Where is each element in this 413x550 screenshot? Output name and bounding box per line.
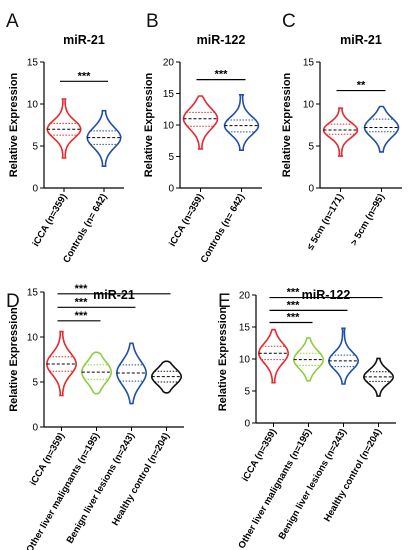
violin-2: [327, 327, 360, 385]
y-axis-label: Relative Expression: [8, 307, 20, 412]
chart-title: miR-21: [93, 288, 135, 302]
significance-label: ***: [75, 283, 89, 295]
y-tick-label: 15: [27, 288, 39, 299]
violin-1: [81, 351, 112, 395]
x-category-label: Controls (n= 642): [61, 192, 109, 265]
violin-0: [45, 330, 78, 397]
y-tick-label: 5: [32, 378, 38, 389]
violin-3: [150, 360, 183, 394]
y-tick-label: 0: [244, 419, 250, 430]
y-axis-label: Relative Expression: [8, 72, 20, 177]
violin-1: [363, 105, 400, 153]
significance-label: ***: [287, 299, 301, 311]
significance-label: ***: [75, 310, 89, 322]
panel-letter: D: [6, 291, 20, 312]
x-category-label: Benign liver lesions (n=243): [277, 427, 349, 542]
y-tick-label: 5: [308, 142, 314, 153]
y-axis-label: Relative Expression: [217, 306, 229, 411]
y-axis-label: Relative Expression: [281, 72, 293, 177]
significance-label: ***: [287, 312, 301, 324]
panel-letter: C: [282, 11, 296, 32]
y-tick-label: 5: [244, 387, 250, 398]
panel-letter: A: [6, 11, 19, 32]
violin-1: [292, 337, 325, 382]
x-category-label: iCCA (n=359): [31, 192, 70, 249]
y-tick-label: 0: [308, 184, 314, 195]
x-category-label: Benign liver lesions (n=243): [65, 431, 137, 546]
chart-title: miR-21: [340, 33, 382, 47]
significance-label: **: [357, 80, 366, 92]
y-tick-label: 10: [163, 121, 175, 132]
y-tick-label: 0: [32, 423, 38, 434]
x-category-label: Other liver malignants (n=195): [24, 431, 102, 550]
y-tick-label: 5: [32, 142, 38, 153]
y-tick-label: 15: [239, 323, 251, 334]
panel-letter: B: [146, 11, 159, 32]
significance-label: ***: [215, 69, 229, 81]
x-category-label: Controls (n= 642): [199, 192, 247, 265]
y-tick-label: 20: [239, 291, 251, 302]
significance-label: ***: [75, 296, 89, 308]
x-category-label: > 5cm (n=95): [349, 192, 388, 248]
y-tick-label: 5: [168, 152, 174, 163]
x-category-label: Other liver malignants (n=195): [236, 427, 314, 550]
violin-0: [257, 328, 290, 384]
y-tick-label: 15: [303, 58, 315, 69]
violin-1: [86, 109, 122, 167]
x-category-label: iCCA (n=359): [240, 427, 279, 484]
violin-3: [362, 357, 395, 397]
x-category-label: ≤ 5cm (n=171): [305, 192, 346, 252]
violin-0: [322, 107, 359, 157]
chart-title: miR-21: [63, 33, 105, 47]
panel-letter: E: [218, 291, 231, 312]
y-tick-label: 0: [32, 184, 38, 195]
violin-2: [115, 342, 148, 405]
significance-label: ***: [287, 287, 301, 299]
y-tick-label: 0: [168, 184, 174, 195]
x-category-label: iCCA (n=359): [167, 192, 206, 249]
significance-label: ***: [78, 70, 92, 82]
y-tick-label: 20: [163, 58, 175, 69]
y-tick-label: 15: [163, 89, 175, 100]
y-axis-label: Relative Expression: [143, 72, 155, 177]
violin-1: [223, 94, 260, 151]
violin-0: [182, 95, 219, 150]
y-tick-label: 15: [27, 58, 39, 69]
y-tick-label: 10: [27, 333, 39, 344]
violin-0: [46, 98, 82, 159]
y-tick-label: 10: [303, 100, 315, 111]
chart-title: miR-122: [302, 288, 351, 302]
x-category-label: iCCA (n=359): [28, 431, 67, 488]
y-tick-label: 10: [27, 100, 39, 111]
y-tick-label: 10: [239, 355, 251, 366]
chart-title: miR-122: [197, 33, 246, 47]
